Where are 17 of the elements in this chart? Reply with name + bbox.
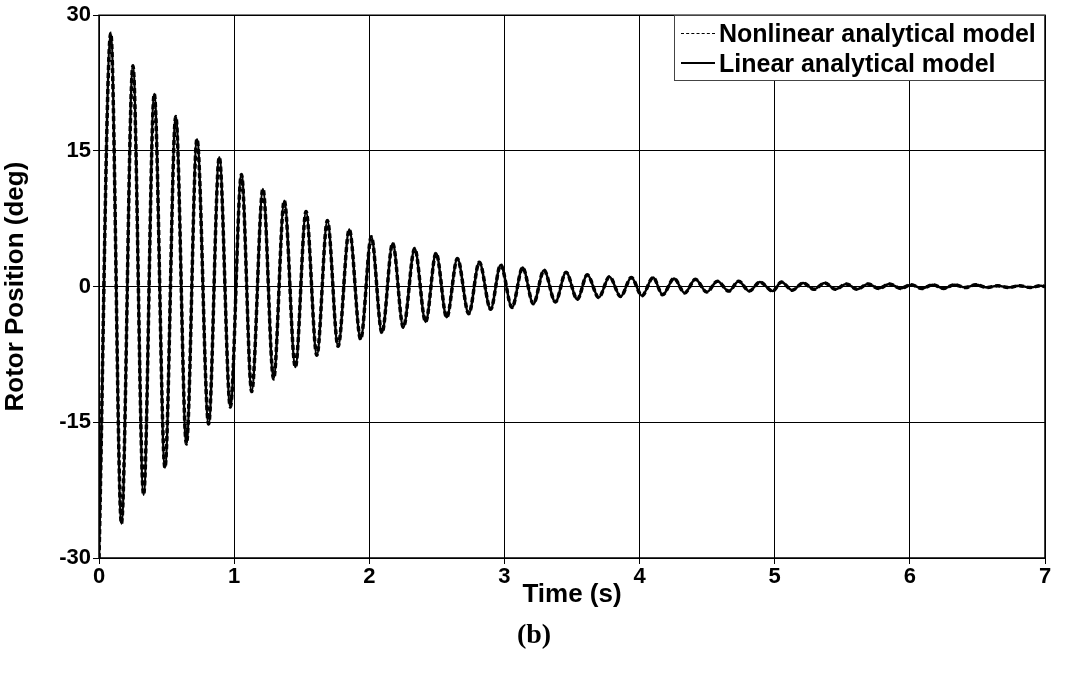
y-tick-label: 0 <box>78 272 91 298</box>
y-axis-title: Rotor Position (deg) <box>0 161 29 412</box>
x-tick-label: 4 <box>633 563 647 589</box>
x-tick-label: 7 <box>1038 563 1052 589</box>
y-tick-label: -15 <box>59 408 91 434</box>
legend-label: Linear analytical model <box>719 48 996 79</box>
text: (b) <box>515 618 553 650</box>
y-tick-label: 30 <box>66 1 91 27</box>
x-axis-title: Time (s) <box>522 577 622 608</box>
x-tick-label: 3 <box>498 563 511 589</box>
y-tick-label: 15 <box>66 136 91 162</box>
x-tick-label: 6 <box>903 563 916 589</box>
x-tick-label: 1 <box>228 563 241 589</box>
y-tick-label: -30 <box>59 544 91 570</box>
x-tick-label: 2 <box>363 563 376 589</box>
x-tick-label: 5 <box>768 563 781 589</box>
legend-label: Nonlinear analytical model <box>719 18 1036 49</box>
